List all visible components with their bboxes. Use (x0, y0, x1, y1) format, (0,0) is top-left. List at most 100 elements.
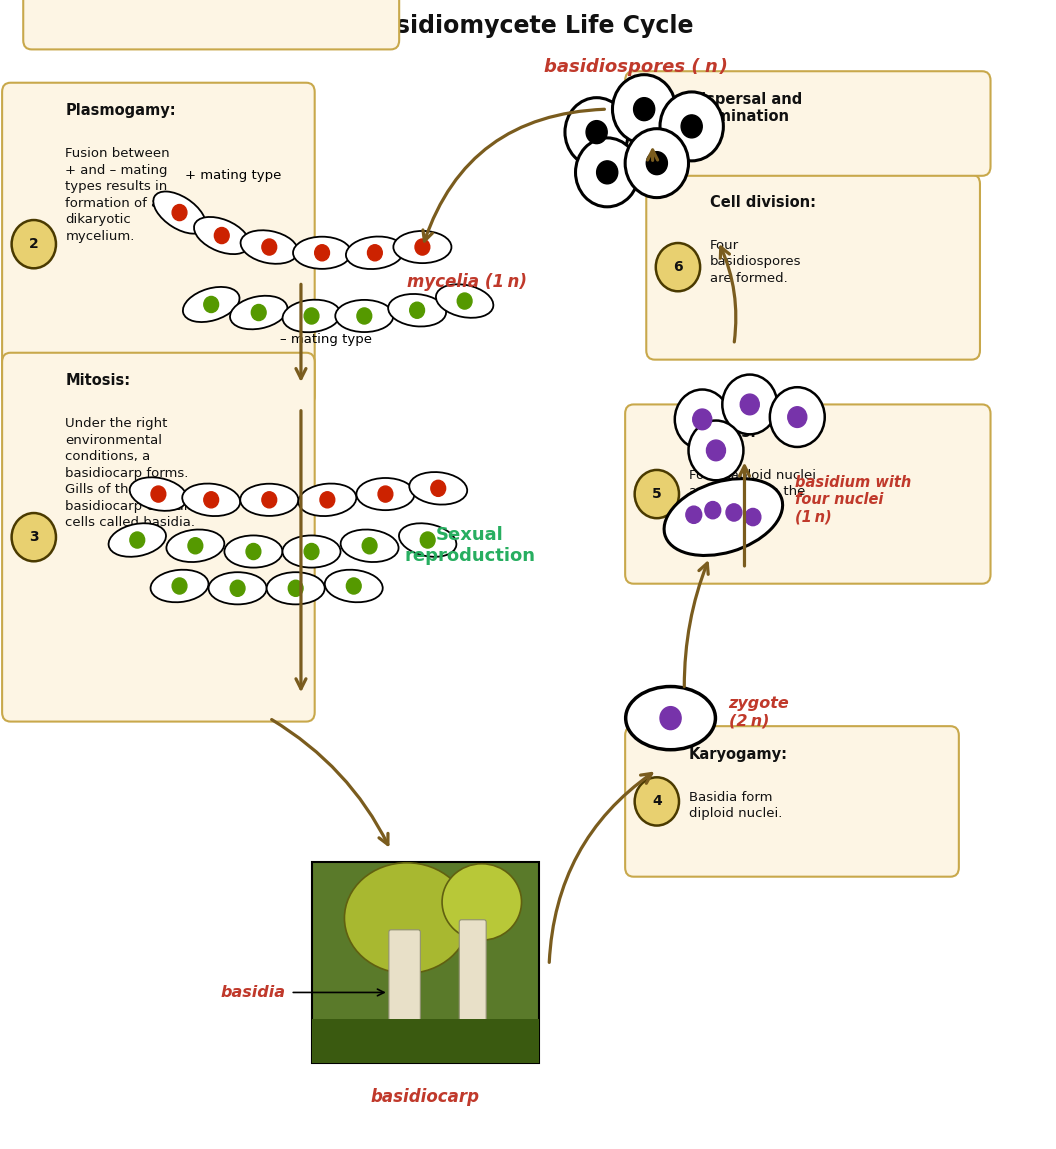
Circle shape (788, 407, 807, 427)
Circle shape (304, 543, 319, 560)
Circle shape (565, 98, 628, 167)
FancyBboxPatch shape (625, 71, 991, 176)
Circle shape (746, 508, 761, 525)
Ellipse shape (325, 570, 382, 602)
Circle shape (214, 228, 229, 244)
Text: basidia: basidia (220, 985, 285, 1000)
Circle shape (362, 538, 377, 554)
Circle shape (12, 512, 56, 562)
Text: basidium with
four nuclei
(1 n): basidium with four nuclei (1 n) (795, 475, 911, 525)
Circle shape (367, 245, 382, 261)
Ellipse shape (282, 535, 340, 568)
Circle shape (722, 375, 777, 434)
Ellipse shape (341, 530, 398, 562)
Circle shape (151, 486, 166, 502)
Text: 6: 6 (673, 260, 683, 275)
Circle shape (188, 538, 203, 554)
Circle shape (262, 239, 277, 255)
Circle shape (204, 296, 219, 313)
Ellipse shape (346, 237, 403, 269)
Text: Four
basidiospores
are formed.: Four basidiospores are formed. (710, 239, 802, 285)
FancyBboxPatch shape (459, 919, 486, 1035)
Circle shape (770, 387, 825, 447)
Text: – mating type: – mating type (280, 333, 372, 346)
FancyBboxPatch shape (312, 1019, 539, 1063)
Text: 7: 7 (652, 116, 662, 131)
Ellipse shape (356, 478, 414, 510)
Text: 5: 5 (652, 487, 662, 501)
Circle shape (410, 302, 425, 318)
Circle shape (693, 409, 712, 430)
Ellipse shape (183, 484, 240, 516)
Circle shape (320, 492, 335, 508)
Ellipse shape (393, 231, 452, 263)
Text: basidiocarp: basidiocarp (371, 1088, 479, 1106)
Ellipse shape (130, 477, 187, 511)
Ellipse shape (230, 295, 287, 330)
Circle shape (597, 161, 618, 184)
Circle shape (246, 543, 261, 560)
Circle shape (646, 152, 667, 175)
Circle shape (172, 205, 187, 221)
FancyBboxPatch shape (2, 353, 315, 722)
Ellipse shape (389, 294, 446, 326)
Ellipse shape (109, 523, 166, 557)
Circle shape (660, 92, 723, 161)
Circle shape (420, 532, 435, 548)
Ellipse shape (442, 864, 522, 940)
Ellipse shape (183, 287, 240, 322)
Text: Sexual
reproduction: Sexual reproduction (404, 526, 535, 565)
Text: + mating type: + mating type (185, 169, 281, 182)
Circle shape (689, 421, 743, 480)
Circle shape (706, 440, 725, 461)
Circle shape (656, 244, 700, 292)
Circle shape (705, 501, 720, 518)
Ellipse shape (266, 572, 325, 604)
Circle shape (675, 390, 730, 449)
Circle shape (625, 129, 689, 198)
FancyBboxPatch shape (312, 862, 539, 1063)
FancyBboxPatch shape (389, 930, 420, 1035)
Circle shape (172, 578, 187, 594)
Circle shape (251, 304, 266, 321)
Text: basidiospores (  n ): basidiospores ( n ) (544, 57, 728, 76)
Circle shape (635, 100, 679, 148)
Circle shape (288, 580, 303, 596)
Circle shape (12, 219, 56, 268)
Circle shape (586, 121, 607, 144)
Circle shape (635, 777, 679, 825)
FancyBboxPatch shape (2, 83, 315, 406)
Text: 4: 4 (652, 794, 662, 809)
Circle shape (727, 503, 741, 520)
Ellipse shape (241, 230, 298, 264)
Circle shape (204, 492, 219, 508)
Text: Fusion between
+ and – mating
types results in
formation of a
dikaryotic
myceliu: Fusion between + and – mating types resu… (65, 147, 170, 242)
Circle shape (304, 308, 319, 324)
Ellipse shape (293, 237, 351, 269)
Ellipse shape (436, 284, 493, 318)
Text: 3: 3 (29, 530, 39, 545)
Text: 2: 2 (29, 237, 39, 252)
Text: Four haploid nuclei
are formed in the
basidium.: Four haploid nuclei are formed in the ba… (689, 469, 815, 515)
Circle shape (262, 492, 277, 508)
Text: Karyogamy:: Karyogamy: (689, 747, 788, 762)
Text: mycelia (1 n): mycelia (1 n) (407, 272, 527, 291)
Circle shape (576, 138, 639, 207)
Circle shape (357, 308, 372, 324)
FancyBboxPatch shape (625, 726, 959, 877)
Ellipse shape (151, 570, 208, 602)
Text: Mitosis:: Mitosis: (65, 373, 131, 388)
Circle shape (635, 470, 679, 518)
Circle shape (681, 115, 702, 138)
Ellipse shape (225, 535, 283, 568)
Text: Meiosis:: Meiosis: (689, 425, 756, 440)
Text: Basidiomycete Life Cycle: Basidiomycete Life Cycle (362, 14, 694, 38)
Ellipse shape (194, 217, 249, 254)
Ellipse shape (625, 686, 716, 750)
Ellipse shape (209, 572, 266, 604)
Ellipse shape (153, 192, 206, 233)
Circle shape (612, 75, 676, 144)
Circle shape (740, 394, 759, 415)
Circle shape (230, 580, 245, 596)
Ellipse shape (241, 484, 299, 516)
